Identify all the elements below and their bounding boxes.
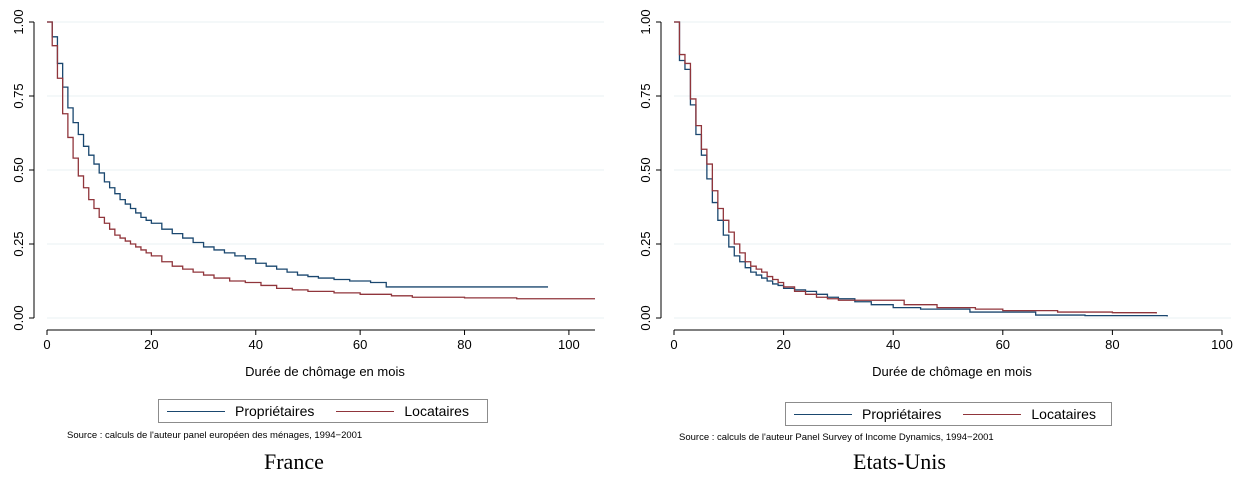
survival-chart-etats-unis: 0.00 0.25 0.50 0.75 1.00 0 20 40 60 80 100 Durée de… [638, 9, 1233, 379]
legend-line-locataires [336, 410, 395, 412]
legend-label-locataires: Locataires [1031, 406, 1096, 422]
source-note-france: Source : calculs de l'auteur panel europ… [67, 430, 363, 441]
legend-entry-locataires: Locataires [336, 403, 469, 419]
x-tick-label: 100 [558, 337, 580, 352]
legend-line-locataires [963, 413, 1022, 415]
legend-line-proprietaires [794, 413, 852, 415]
legend-entry-proprietaires: Propriétaires [167, 403, 314, 419]
y-tick-label: 0.50 [11, 157, 26, 182]
x-tick-label: 0 [43, 337, 50, 352]
x-tick-label: 0 [670, 337, 677, 352]
x-tick-label: 100 [1211, 337, 1233, 352]
series-line-locataires [674, 21, 1157, 314]
legend-label-proprietaires: Propriétaires [862, 406, 942, 422]
x-axis-title: Durée de chômage en mois [245, 364, 405, 379]
legend-etats-unis: Propriétaires Locataires [785, 402, 1112, 426]
caption-france: France [264, 449, 324, 474]
x-tick-label: 80 [457, 337, 471, 352]
legend-label-locataires: Locataires [404, 403, 469, 419]
series-line-locataires [47, 21, 595, 300]
x-axis-title: Durée de chômage en mois [872, 364, 1032, 379]
panel-etats-unis: 0.00 0.25 0.50 0.75 1.00 0 20 40 60 80 100 Durée de… [627, 0, 1233, 485]
y-tick-label: 0.25 [11, 231, 26, 256]
y-tick-label: 1.00 [11, 9, 26, 34]
y-tick-label: 0.50 [638, 157, 653, 182]
legend-entry-proprietaires: Propriétaires [794, 406, 941, 422]
y-tick-label: 0.75 [11, 83, 26, 108]
x-tick-label: 20 [776, 337, 790, 352]
caption-etats-unis: Etats-Unis [853, 449, 946, 474]
y-tick-label: 0.25 [638, 231, 653, 256]
legend-line-proprietaires [167, 410, 225, 412]
series-line-proprietaires [47, 21, 549, 288]
panel-france: 0.00 0.25 0.50 0.75 1.00 0 20 40 60 80 100 Durée de… [11, 9, 604, 474]
x-tick-label: 80 [1105, 337, 1119, 352]
series-line-proprietaires [674, 21, 1168, 317]
x-tick-label: 60 [353, 337, 367, 352]
legend-france: Propriétaires Locataires [158, 399, 488, 423]
y-tick-label: 0.75 [638, 83, 653, 108]
x-tick-label: 40 [886, 337, 900, 352]
x-tick-label: 60 [996, 337, 1010, 352]
legend-label-proprietaires: Propriétaires [235, 403, 315, 419]
legend-entry-locataires: Locataires [963, 406, 1096, 422]
y-tick-label: 0.00 [11, 305, 26, 330]
source-note-etats-unis: Source : calculs de l'auteur Panel Surve… [679, 432, 994, 443]
x-tick-label: 20 [144, 337, 158, 352]
y-tick-label: 0.00 [638, 305, 653, 330]
survival-chart-france: 0.00 0.25 0.50 0.75 1.00 0 20 40 60 80 100 Durée de… [11, 9, 604, 379]
x-tick-label: 40 [249, 337, 263, 352]
y-tick-label: 1.00 [638, 9, 653, 34]
